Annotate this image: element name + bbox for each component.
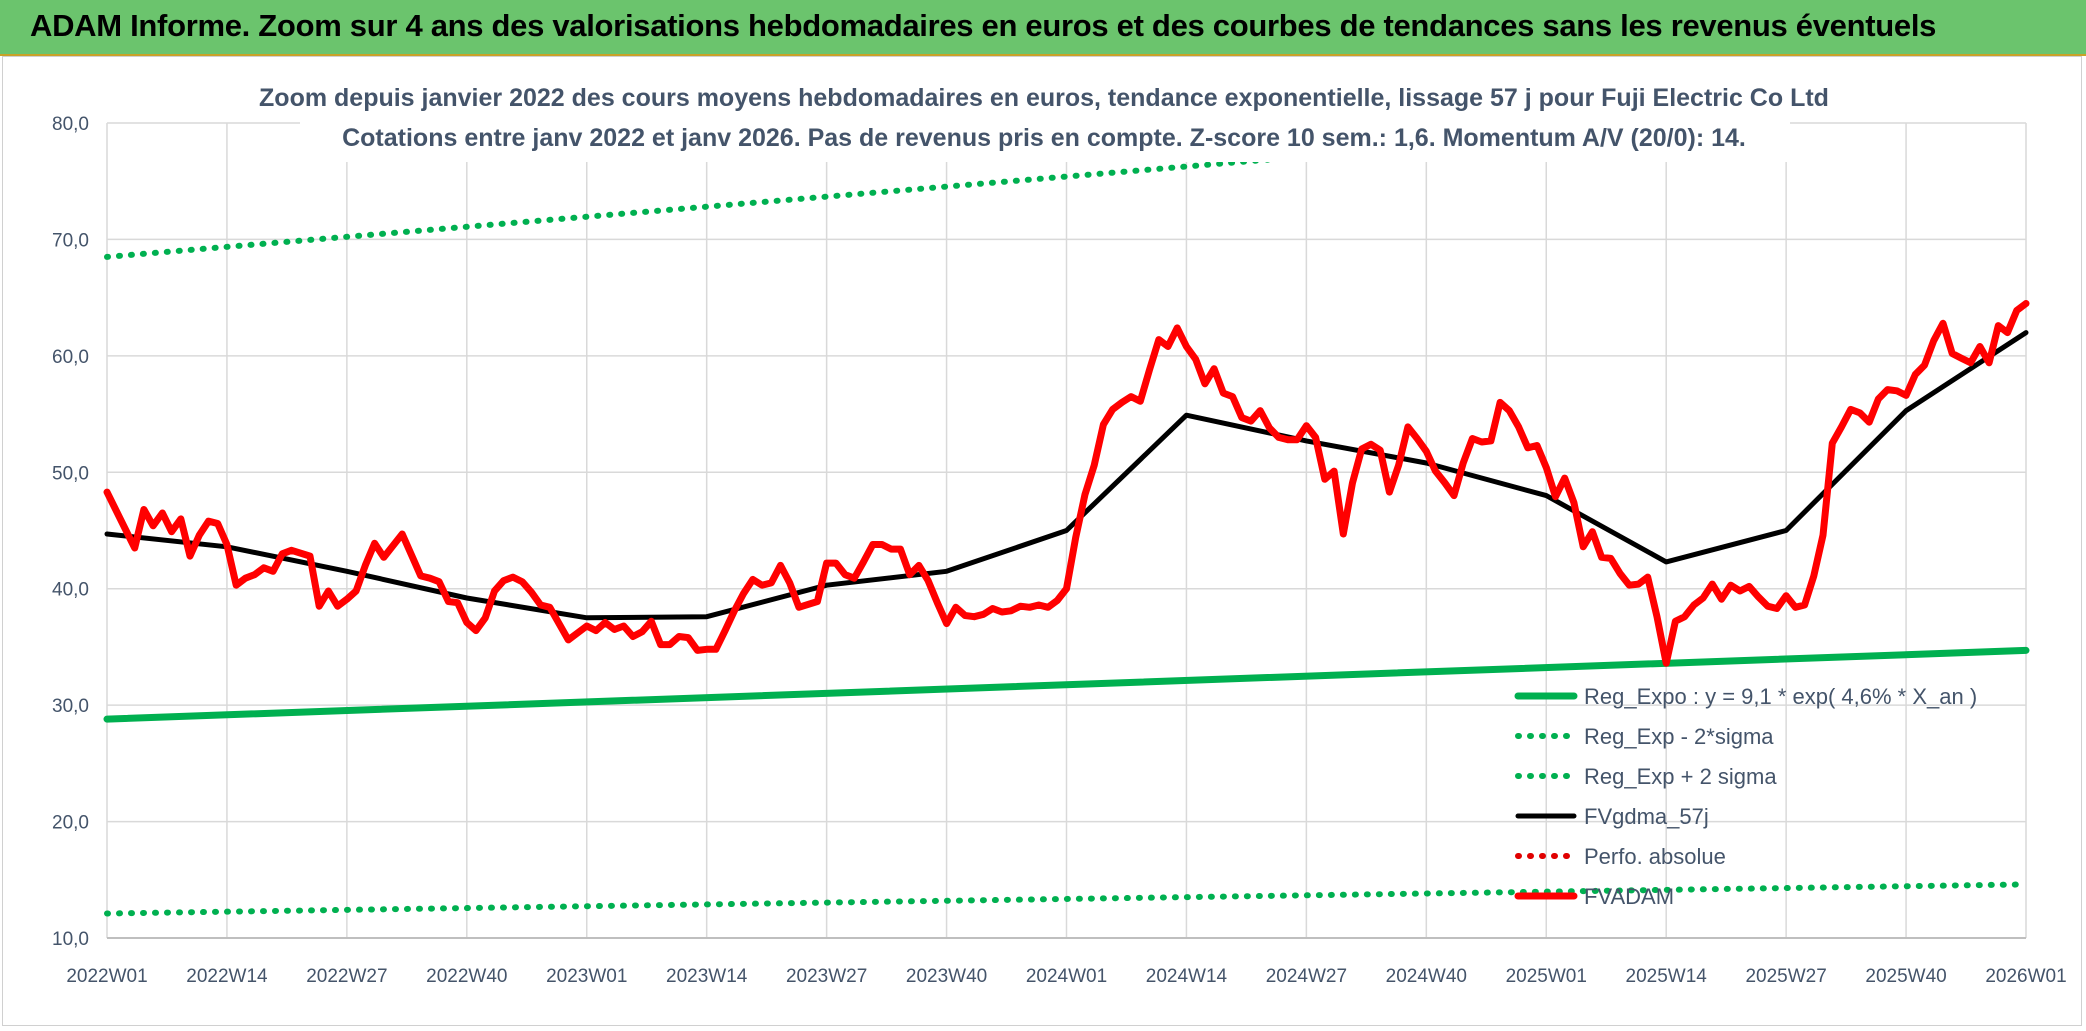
x-tick-label: 2024W27 [1266,966,1347,987]
y-tick-label: 20,0 [52,813,89,834]
x-tick-label: 2024W40 [1386,966,1467,987]
x-tick-label: 2022W14 [186,966,268,987]
x-tick-label: 2022W40 [426,966,507,987]
chart-frame [2,56,2082,1026]
x-tick-label: 2022W27 [306,966,387,987]
y-axis: 10,0 20,0 30,0 40,0 50,0 60,0 70,0 80,0 [52,114,89,950]
legend-label-3: FVgdma_57j [1584,804,1709,829]
y-tick-label: 30,0 [52,696,89,717]
x-tick-label: 2025W40 [1865,966,1946,987]
series-layer [103,121,2030,917]
x-tick-label: 2025W01 [1506,966,1587,987]
page-title: ADAM Informe. Zoom sur 4 ans des valoris… [30,8,1937,43]
chart-titles: Zoom depuis janvier 2022 des cours moyen… [259,82,1829,162]
y-tick-label: 10,0 [52,929,89,950]
y-tick-label: 40,0 [52,580,89,601]
series-line-2 [104,121,1766,260]
x-tick-label: 2026W01 [1985,966,2066,987]
x-tick-label: 2023W40 [906,966,987,987]
legend: Reg_Expo : y = 9,1 * exp( 4,6% * X_an ) R… [1500,675,2010,915]
series-line-1 [104,881,2029,917]
x-axis: 2022W01 2022W14 2022W27 2022W40 2023W01 2023W… [66,966,2066,987]
legend-label-2: Reg_Exp + 2 sigma [1584,764,1777,789]
header-banner: ADAM Informe. Zoom sur 4 ans des valoris… [0,0,2086,56]
series-line-5 [103,300,2030,667]
legend-label-4: Perfo. absolue [1584,844,1726,869]
y-tick-label: 70,0 [52,230,89,251]
chart-subtitle: Cotations entre janv 2022 et janv 2026. … [342,124,1746,152]
legend-label-5: FVADAM [1584,884,1674,909]
y-tick-label: 50,0 [52,463,89,484]
series-line-3 [104,330,2029,621]
x-tick-label: 2025W27 [1745,966,1826,987]
legend-label-0: Reg_Expo : y = 9,1 * exp( 4,6% * X_an ) [1584,684,1977,709]
x-tick-label: 2023W27 [786,966,867,987]
y-tick-label: 60,0 [52,347,89,368]
x-tick-label: 2025W14 [1626,966,1708,987]
x-tick-label: 2023W01 [546,966,627,987]
title-background [300,82,1790,162]
chart-title: Zoom depuis janvier 2022 des cours moyen… [259,84,1829,112]
legend-label-1: Reg_Exp - 2*sigma [1584,724,1774,749]
y-tick-label: 80,0 [52,114,89,135]
x-tick-label: 2024W01 [1026,966,1107,987]
x-tick-label: 2023W14 [666,966,748,987]
x-tick-label: 2022W01 [66,966,147,987]
x-tick-label: 2024W14 [1146,966,1228,987]
legend-box [1500,675,2010,915]
series-line-0 [103,646,2030,723]
